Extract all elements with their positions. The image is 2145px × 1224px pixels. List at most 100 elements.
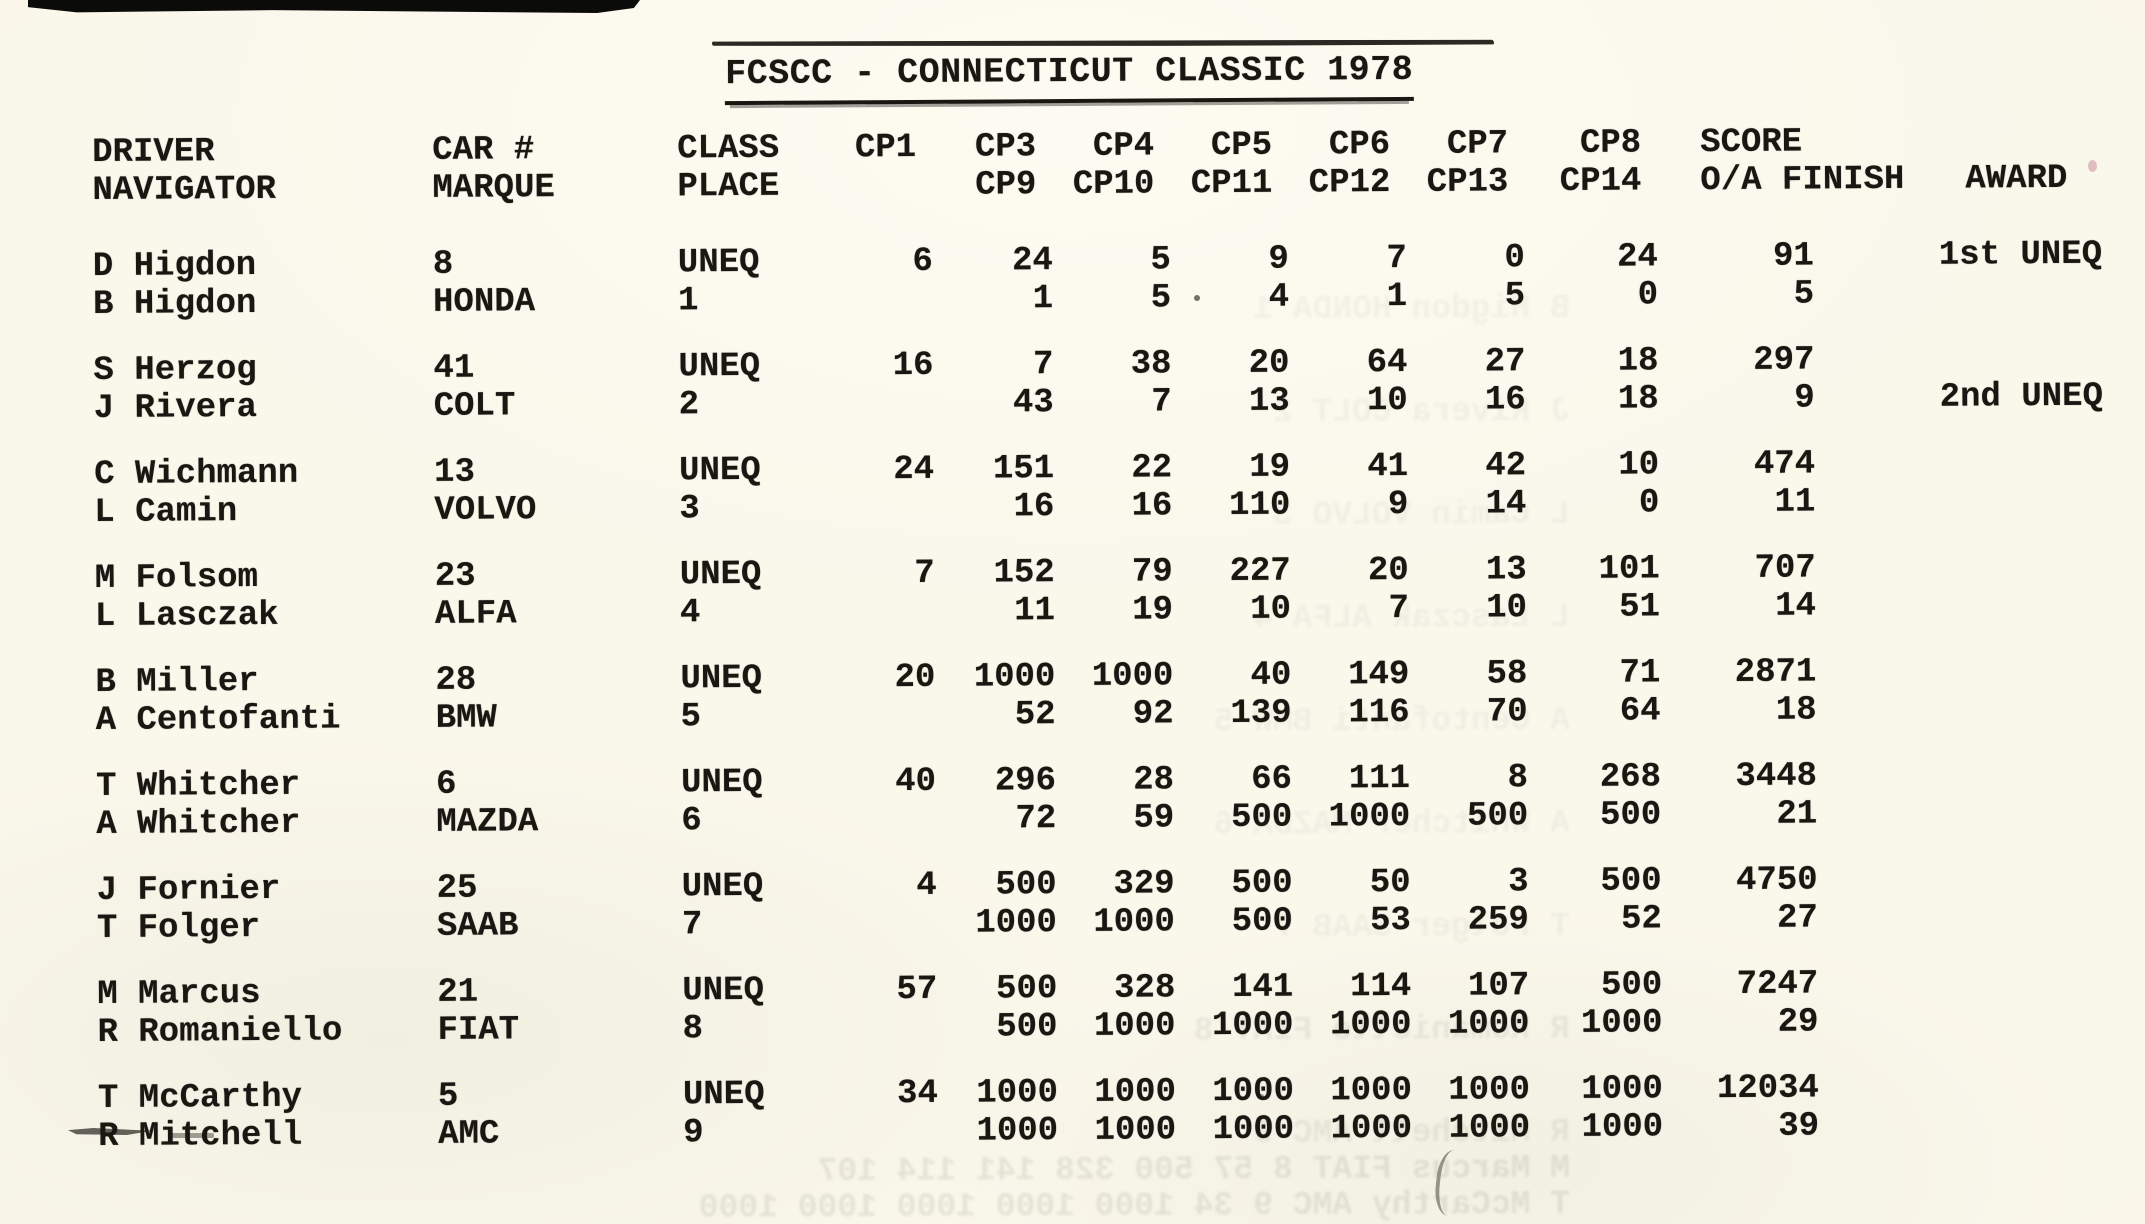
oa-finish: 11: [1774, 483, 1816, 522]
cp-score: 500: [1231, 902, 1294, 942]
cp1-cell: 57: [846, 971, 937, 1048]
header-cp3-cp9: CP3 CP9: [974, 128, 1037, 205]
cp-score: 7: [1032, 346, 1054, 385]
cp-score: 1000: [1094, 1073, 1177, 1112]
navigator-name: B Higdon: [92, 284, 257, 324]
award: [1819, 444, 2049, 483]
class: UNEQ: [682, 1075, 765, 1115]
cp-score: 40: [1250, 656, 1292, 695]
header-car-number: CAR #: [432, 131, 535, 170]
cp-score: 152: [993, 554, 1055, 593]
cp-score: 1000: [1581, 1070, 1664, 1109]
navigator-name: J Rivera: [93, 388, 258, 428]
award: [1822, 898, 2052, 937]
cp-score: 18: [1617, 380, 1659, 419]
car-number: 23: [434, 557, 476, 596]
cp3-cp9-cell: 1000 1000: [938, 1074, 1058, 1151]
cp6-cp12-cell: 149 116: [1291, 655, 1410, 733]
cp1-cell: 40: [845, 763, 936, 840]
award-cell: [1820, 652, 2050, 729]
class-place-cell: UNEQ 4: [680, 555, 844, 632]
cp-score: 20: [1367, 551, 1409, 591]
score-finish-cell: 2871 18: [1660, 653, 1820, 730]
driver-name: S Herzog: [93, 350, 257, 390]
cp-score: 64: [1619, 692, 1661, 731]
class-place-cell: UNEQ 7: [682, 867, 846, 944]
award: [1822, 860, 2052, 899]
cp-score: 16: [1484, 381, 1526, 420]
cp7-cp13-cell: 3 259: [1411, 863, 1529, 940]
award-cell: [1819, 444, 2049, 521]
cp-score: 1000: [1211, 1006, 1294, 1046]
scan-artifact-bar: [28, 0, 640, 13]
navigator-name: A Centofanti: [95, 700, 341, 740]
header-navigator: NAVIGATOR: [92, 170, 277, 210]
cp-score: 24: [1011, 242, 1053, 281]
car-marque-cell: 6 MAZDA: [435, 764, 681, 842]
total-score: 91: [1772, 237, 1814, 276]
car-number: 6: [435, 765, 457, 804]
award: [1820, 548, 2050, 587]
award: [1821, 794, 2051, 833]
cp-score: 40: [895, 762, 937, 802]
score-finish-cell: 4750 27: [1662, 861, 1822, 938]
cp-score: 7: [914, 554, 935, 593]
cp-score: 500: [1600, 966, 1663, 1005]
cp-score: 5: [1150, 279, 1172, 318]
cp-score: 1000: [1330, 1071, 1413, 1111]
cp-score: 328: [1113, 969, 1176, 1008]
place: 8: [682, 1010, 704, 1049]
cp-score: 20: [1248, 344, 1290, 383]
award: [1822, 1002, 2052, 1041]
cp-score: 24: [1616, 238, 1658, 277]
cp-score: 9: [1387, 485, 1409, 525]
cp-score: 107: [1467, 967, 1530, 1006]
cp-score: 0: [1638, 484, 1660, 523]
table-header-row: DRIVER NAVIGATOR CAR # MARQUE CLASS PLAC…: [92, 122, 2082, 210]
place: 3: [679, 490, 700, 529]
cp6-cp12-cell: 20 7: [1291, 552, 1409, 629]
total-score: 707: [1754, 549, 1816, 588]
cp-score: 79: [1131, 553, 1173, 592]
oa-finish: 14: [1775, 587, 1817, 626]
driver-name: T McCarthy: [97, 1078, 303, 1118]
cp-score: 7: [1151, 383, 1172, 422]
cp-score: 500: [995, 970, 1058, 1009]
class-place-cell: UNEQ 6: [681, 763, 845, 840]
header-cp4-cp10: CP4 CP10: [1072, 127, 1155, 204]
total-score: 4750: [1735, 861, 1818, 900]
cp-score: 10: [1366, 381, 1408, 421]
cp1-cell: 16: [842, 347, 934, 424]
total-score: 12034: [1716, 1069, 1820, 1109]
cp-score: 57: [896, 970, 938, 1010]
cp5-cp11-cell: 20 13: [1171, 344, 1290, 422]
total-score: 297: [1753, 341, 1815, 380]
class: UNEQ: [678, 347, 761, 387]
cp7-cp13-cell: 8 500: [1410, 759, 1528, 836]
cp-score: 151: [992, 450, 1055, 489]
award-cell: [1822, 860, 2052, 937]
cp-score: 16: [1131, 487, 1173, 526]
cp-score: 149: [1348, 655, 1410, 695]
cp-score: 0: [1504, 239, 1525, 278]
navigator-name: L Camin: [94, 493, 238, 532]
cp6-cp12-cell: 7 1: [1289, 240, 1407, 317]
cp-score: 1000: [1448, 1071, 1531, 1110]
score-finish-cell: 12034 39: [1663, 1069, 1823, 1146]
results-table: DRIVER NAVIGATOR CAR # MARQUE CLASS PLAC…: [92, 122, 2104, 1184]
cp3-cp9-cell: 500 1000: [937, 866, 1057, 943]
award: [1822, 964, 2052, 1003]
cp-score: 1000: [1328, 797, 1411, 837]
award: 2nd UNEQ: [1939, 377, 2104, 417]
total-score: 474: [1753, 445, 1816, 484]
cp4-cp10-cell: 38 7: [1053, 345, 1172, 422]
cp4-cp10-cell: 1000 1000: [1058, 1073, 1176, 1150]
cp-score: 5: [1504, 277, 1526, 316]
navigator-name: R Romaniello: [97, 1012, 343, 1052]
score-finish-cell: 91 5: [1658, 237, 1818, 314]
cp-score: 1: [1386, 277, 1408, 317]
cp-score: 329: [1113, 865, 1175, 904]
table-row: B Miller A Centofanti 28 BMW UNEQ 5 20 1…: [95, 652, 2085, 740]
oa-finish: 29: [1777, 1003, 1819, 1042]
